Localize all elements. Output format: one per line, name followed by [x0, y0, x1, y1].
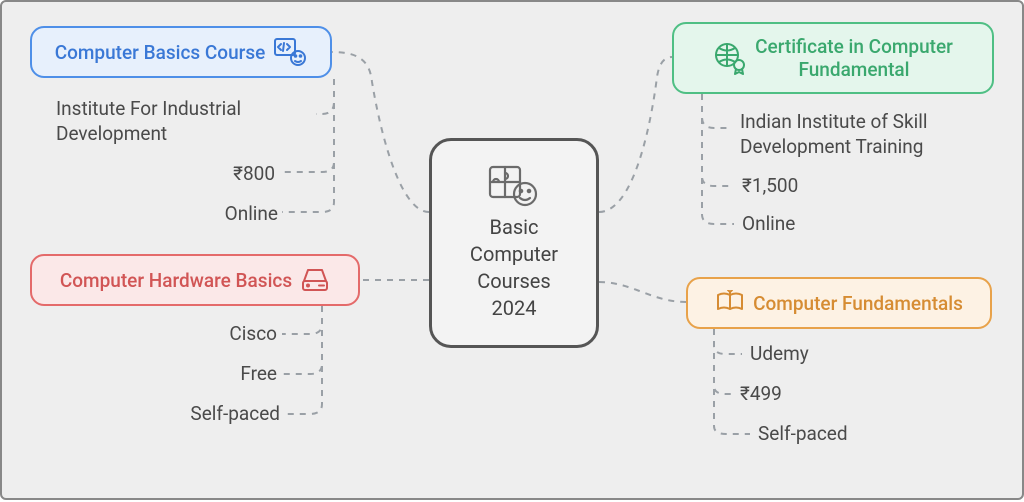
node-label-line2: Fundamental: [755, 58, 953, 81]
br-detail-provider: Udemy: [750, 342, 830, 367]
bl-detail-price: Free: [227, 362, 277, 387]
bl-detail-mode: Self-paced: [170, 402, 280, 427]
node-label: Computer Fundamentals: [753, 292, 963, 315]
node-label: Computer Basics Course: [55, 41, 266, 64]
node-label-line1: Certificate in Computer: [755, 35, 953, 58]
tl-detail-price: ₹800: [215, 162, 275, 187]
code-face-icon: [273, 37, 307, 67]
node-label: Computer Hardware Basics: [60, 269, 292, 292]
tr-detail-institute: Indian Institute of Skill Development Tr…: [740, 110, 990, 159]
node-computer-hardware-basics: Computer Hardware Basics: [30, 254, 360, 306]
tl-detail-mode: Online: [208, 202, 278, 227]
hard-drive-icon: [300, 267, 330, 293]
center-label-1: Basic: [470, 214, 558, 241]
node-computer-basics-course: Computer Basics Course: [30, 26, 332, 78]
br-detail-price: ₹499: [740, 382, 800, 407]
center-node: Basic Computer Courses 2024: [429, 138, 599, 348]
mindmap-canvas: Basic Computer Courses 2024 Computer Bas…: [0, 0, 1024, 500]
br-detail-mode: Self-paced: [758, 422, 878, 447]
puzzle-face-icon: [487, 164, 541, 208]
bl-detail-provider: Cisco: [217, 322, 277, 347]
globe-badge-icon: [713, 41, 747, 75]
node-computer-fundamentals: Computer Fundamentals: [686, 277, 992, 329]
center-label-2: Computer: [470, 241, 558, 268]
center-label-3: Courses: [470, 268, 558, 295]
tr-detail-mode: Online: [742, 212, 812, 237]
node-certificate-computer-fundamental: Certificate in Computer Fundamental: [672, 22, 994, 94]
tr-detail-price: ₹1,500: [742, 174, 822, 199]
center-label-4: 2024: [470, 295, 558, 322]
book-icon: [715, 290, 745, 316]
tl-detail-institute: Institute For Industrial Development: [56, 97, 316, 146]
